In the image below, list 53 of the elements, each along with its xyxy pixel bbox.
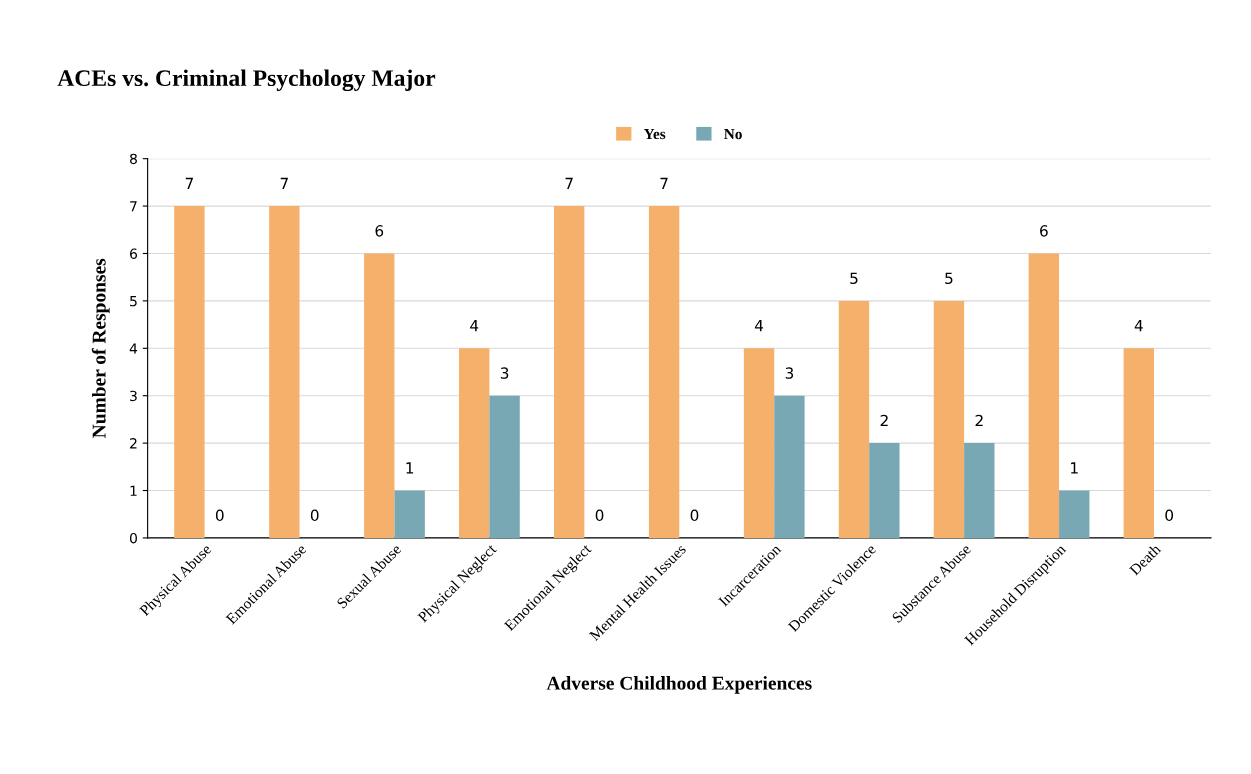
y-tick-label: 0 — [129, 532, 137, 544]
data-label: 6 — [1040, 225, 1048, 237]
data-label: 2 — [880, 414, 888, 427]
data-label: 3 — [500, 367, 509, 379]
data-label: 7 — [565, 177, 573, 190]
bar — [364, 253, 395, 538]
bar — [933, 300, 965, 538]
bar — [743, 348, 775, 538]
data-label: 7 — [185, 177, 193, 190]
data-label: 5 — [945, 272, 953, 285]
x-axis-title: Adverse Childhood Experiences — [546, 676, 812, 694]
bar — [964, 443, 995, 538]
bar — [553, 206, 585, 538]
legend-label: Yes — [643, 128, 666, 140]
data-label: 1 — [406, 462, 414, 474]
bar — [269, 206, 300, 538]
data-label: 1 — [1071, 462, 1078, 474]
y-tick-label: 1 — [130, 485, 137, 496]
data-label: 5 — [850, 272, 858, 285]
bar — [489, 395, 520, 538]
data-label: 6 — [375, 225, 384, 237]
data-label: 4 — [754, 320, 764, 332]
bar — [838, 300, 870, 538]
y-tick-label: 5 — [130, 296, 137, 307]
bar — [774, 395, 805, 538]
data-label: 0 — [690, 509, 699, 522]
bar — [648, 206, 680, 538]
y-tick-label: 4 — [129, 343, 138, 354]
data-label: 7 — [660, 177, 668, 190]
bar — [869, 443, 900, 538]
legend-label: No — [724, 128, 742, 140]
data-label: 7 — [280, 177, 288, 190]
y-tick-label: 3 — [130, 390, 137, 402]
data-label: 0 — [1165, 509, 1174, 522]
data-label: 0 — [310, 509, 319, 522]
data-label: 3 — [785, 367, 794, 379]
bar — [1028, 253, 1060, 538]
data-label: 0 — [595, 509, 604, 522]
bar — [1059, 490, 1090, 538]
bar — [394, 490, 425, 538]
y-tick-label: 8 — [130, 153, 137, 165]
data-label: 4 — [470, 320, 479, 332]
y-tick-label: 7 — [130, 201, 137, 212]
data-label: 4 — [1134, 320, 1143, 332]
y-axis-title: Number of Responses — [91, 258, 110, 438]
data-label: 0 — [215, 509, 224, 522]
data-label: 2 — [975, 414, 983, 427]
bar — [459, 348, 490, 538]
y-tick-label: 2 — [130, 438, 137, 449]
y-tick-label: 6 — [130, 248, 138, 259]
bar — [1123, 348, 1154, 538]
bar — [174, 206, 205, 538]
chart-title: ACEs vs. Criminal Psychology Major — [57, 69, 436, 92]
